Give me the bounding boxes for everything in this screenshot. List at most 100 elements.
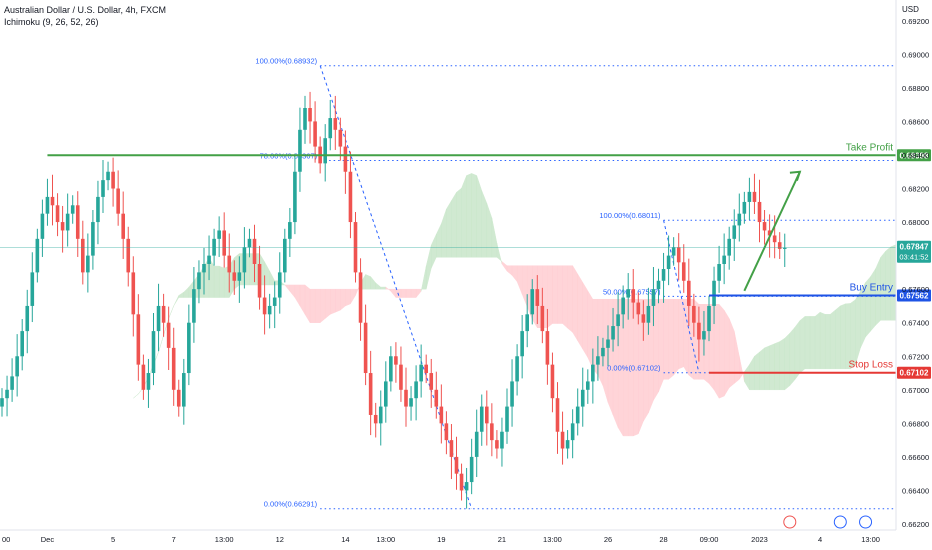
candle-body [197, 272, 201, 290]
event-marker-icon [833, 515, 847, 529]
trade-level-price-tag [897, 366, 931, 379]
candle-body [91, 222, 95, 256]
candle-body [166, 322, 171, 348]
candle-body [192, 289, 196, 323]
candle-body [50, 196, 55, 206]
cloud-segment [461, 175, 467, 258]
candle-body [495, 440, 499, 449]
trade-level-label: Stop Loss [849, 360, 893, 371]
cloud-segment [789, 326, 796, 387]
candle-body [389, 356, 393, 382]
candle-body [35, 238, 40, 273]
cloud-segment [754, 351, 760, 391]
candle-body [520, 331, 524, 357]
candle-body [737, 213, 742, 226]
candle-body [666, 255, 671, 270]
time-tick-label: 2023 [751, 535, 768, 544]
cloud-segment [734, 331, 740, 385]
candle-body [575, 406, 580, 424]
candle-body [126, 238, 131, 273]
cloud-segment [405, 288, 412, 298]
time-tick-label: 7 [172, 535, 176, 544]
candle-body [712, 280, 716, 306]
candle-body [358, 272, 363, 323]
candle-body [697, 322, 701, 340]
cloud-segment [476, 175, 482, 258]
candle-body [621, 297, 625, 315]
cloud-segment [234, 252, 240, 290]
cloud-segment [658, 298, 664, 392]
candle-body [580, 389, 585, 407]
candle-body [404, 389, 408, 407]
cloud-segment [385, 286, 392, 292]
cloud-segment [446, 199, 452, 258]
candle-body [767, 230, 772, 236]
candle-body [257, 264, 262, 298]
cloud-segment [218, 265, 225, 298]
candle-body [454, 456, 459, 474]
fib-trend-line [319, 65, 473, 509]
cloud-segment [870, 267, 876, 332]
candle-body [485, 406, 489, 424]
candle-body [707, 305, 711, 332]
candle-body [303, 108, 307, 130]
cloud-segment [133, 393, 139, 399]
cloud-segment [299, 284, 306, 316]
cloud-segment [521, 265, 528, 307]
candle-body [262, 297, 267, 315]
candle-body [106, 171, 110, 181]
candle-body [55, 205, 60, 223]
cloud-segment [511, 265, 518, 283]
cloud-segment [764, 345, 770, 391]
cloud-segment [168, 305, 174, 319]
cloud-segment [309, 288, 316, 323]
candle-body [757, 201, 762, 223]
candle-body [373, 414, 378, 424]
candle-body [515, 356, 519, 382]
candle-body [409, 398, 413, 407]
cloud-segment [819, 311, 826, 370]
ichimoku-cloud [133, 173, 897, 437]
candle-body [212, 238, 216, 256]
time-tick-label: 4 [818, 535, 822, 544]
candle-body [626, 289, 630, 298]
candle-body [601, 347, 605, 357]
cloud-segment [330, 288, 336, 315]
candle-body [560, 431, 565, 449]
cloud-segment [456, 187, 462, 258]
candle-body [187, 322, 191, 374]
candle-body [777, 242, 782, 249]
cloud-segment [824, 314, 831, 370]
cloud-segment [269, 271, 275, 286]
candle-body [252, 238, 257, 264]
cloud-segment [370, 275, 376, 290]
cloud-segment [441, 208, 447, 258]
time-tick-label: 19 [437, 535, 445, 544]
candle-body [591, 364, 595, 382]
time-tick-label: 28 [659, 535, 667, 544]
candle-body [267, 305, 272, 315]
candle-body [283, 238, 287, 273]
cloud-segment [547, 265, 553, 329]
cloud-segment [713, 304, 720, 400]
cloud-segment [774, 341, 780, 391]
event-marker-icon [859, 515, 873, 529]
candle-body [545, 331, 550, 365]
trade-level-label: Take Profit [846, 142, 893, 153]
cloud-segment [183, 286, 190, 298]
fib-level-label: 100.00%(0.68932) [255, 57, 317, 66]
candle-body [782, 247, 787, 249]
indicator-label: Ichimoku (9, 26, 52, 26) [4, 17, 99, 27]
candle-body [646, 305, 651, 323]
cloud-segment [718, 303, 725, 399]
candle-body [752, 191, 757, 202]
time-tick-label: 13:00 [215, 535, 234, 544]
trade-levels: Take Profit 0.68398 Buy Entry 0.67562 Stop L… [0, 142, 931, 379]
cloud-segment [577, 273, 583, 351]
cloud-segment [471, 173, 477, 258]
candle-body [40, 213, 45, 239]
candle-body [479, 406, 484, 432]
cloud-segment [415, 288, 422, 299]
